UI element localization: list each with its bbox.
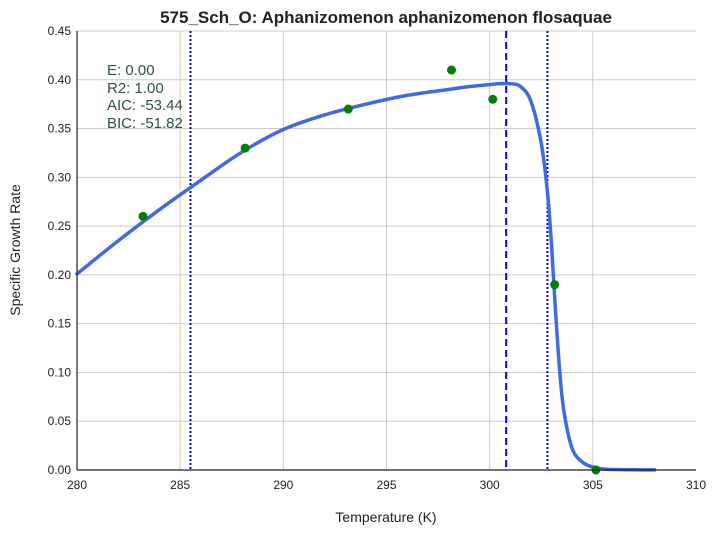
data-point [138,211,148,221]
data-point [343,104,353,114]
stat-e: E: 0.00 [107,62,155,79]
data-point [446,65,456,75]
y-tick-label: 0.30 [48,170,72,184]
stat-r2: R2: 1.00 [107,80,164,97]
y-tick-label: 0.00 [48,463,72,477]
y-tick-label: 0.45 [48,24,72,38]
y-tick-label: 0.15 [48,317,72,331]
y-tick-label: 0.40 [48,73,72,87]
x-tick-label: 300 [480,478,500,492]
axes [76,31,696,471]
grid [77,30,696,470]
reference-lines [189,31,549,470]
chart-title: 575_Sch_O: Aphanizomenon aphanizomenon f… [160,8,612,27]
x-tick-label: 290 [273,478,293,492]
data-point [240,143,250,153]
stat-bic: BIC: -51.82 [107,115,183,132]
y-tick-label: 0.10 [48,365,72,379]
fitted-curve [75,81,657,472]
x-axis-label: Temperature (K) [335,509,436,525]
y-tick-label: 0.25 [48,219,72,233]
data-point [550,280,560,290]
x-tick-labels: 280 285 290 295 300 305 310 [67,478,706,492]
fitted-curve-line [75,81,657,472]
y-tick-label: 0.05 [48,414,72,428]
y-tick-labels: 0.00 0.05 0.10 0.15 0.20 0.25 0.30 0.35 0.40 0.45 [48,24,72,477]
y-tick-label: 0.20 [48,268,72,282]
data-points [138,65,601,475]
y-axis-label: Specific Growth Rate [7,184,23,316]
x-tick-label: 285 [170,478,190,492]
x-tick-label: 310 [686,478,706,492]
data-point [488,94,498,104]
x-tick-label: 295 [376,478,396,492]
x-tick-label: 280 [67,478,87,492]
stat-aic: AIC: -53.44 [107,97,183,114]
x-tick-label: 305 [583,478,603,492]
y-tick-label: 0.35 [48,122,72,136]
